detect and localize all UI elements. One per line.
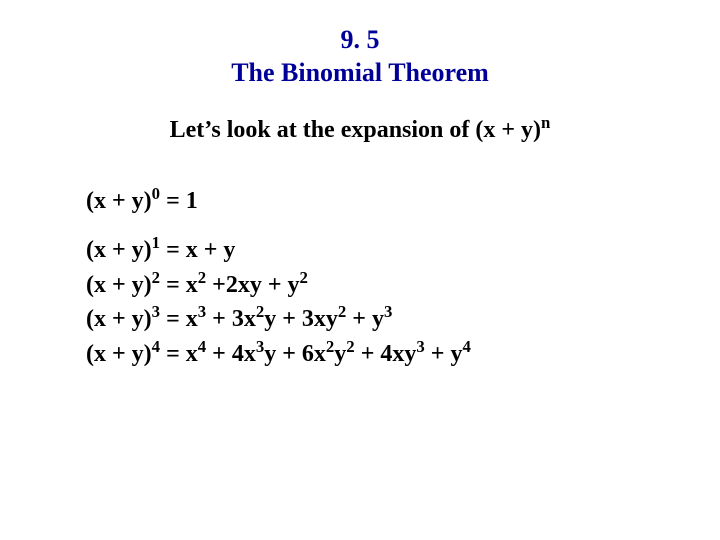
rhs-exp: 3 — [198, 302, 206, 321]
rhs-part: = x — [160, 341, 198, 367]
lhs-base: (x + y) — [86, 237, 152, 263]
rhs-exp: 2 — [256, 302, 264, 321]
slide: 9. 5 The Binomial Theorem Let’s look at … — [0, 0, 720, 540]
rhs-exp: 3 — [256, 337, 264, 356]
rhs-part: y + 6x — [264, 341, 326, 367]
rhs-exp: 4 — [462, 337, 470, 356]
lhs-exp: 2 — [152, 268, 160, 287]
lhs-base: (x + y) — [86, 272, 152, 298]
lhs-base: (x + y) — [86, 188, 152, 214]
lhs-exp: 4 — [152, 337, 160, 356]
rhs-part: y — [334, 341, 346, 367]
rhs: = 1 — [160, 188, 198, 214]
rhs-exp: 2 — [300, 268, 308, 287]
lhs-base: (x + y) — [86, 341, 152, 367]
subtitle-prefix: Let’s look at the expansion of (x + y) — [170, 117, 541, 143]
equation-row: (x + y)0 = 1 — [86, 184, 720, 219]
rhs-exp: 3 — [384, 302, 392, 321]
lhs-exp: 0 — [152, 184, 160, 203]
title-block: 9. 5 The Binomial Theorem — [0, 24, 720, 89]
rhs-part: y + 3xy — [264, 306, 338, 332]
rhs-part: + y — [346, 306, 384, 332]
lhs-exp: 1 — [152, 233, 160, 252]
lhs-base: (x + y) — [86, 306, 152, 332]
equations-block: (x + y)0 = 1 (x + y)1 = x + y (x + y)2 =… — [86, 184, 720, 372]
lhs-exp: 3 — [152, 302, 160, 321]
rhs: = x + y — [160, 237, 235, 263]
equation-row: (x + y)3 = x3 + 3x2y + 3xy2 + y3 — [86, 302, 720, 337]
rhs-part: + y — [425, 341, 463, 367]
equation-row: (x + y)4 = x4 + 4x3y + 6x2y2 + 4xy3 + y4 — [86, 337, 720, 372]
subtitle-exponent: n — [541, 113, 550, 132]
rhs-part: + 4xy — [355, 341, 417, 367]
rhs-part: +2xy + y — [206, 272, 299, 298]
section-number: 9. 5 — [0, 24, 720, 57]
rhs-part: + 3x — [206, 306, 256, 332]
equation-row: (x + y)2 = x2 +2xy + y2 — [86, 268, 720, 303]
rhs-exp: 2 — [198, 268, 206, 287]
rhs-part: + 4x — [206, 341, 256, 367]
rhs-exp: 2 — [346, 337, 354, 356]
rhs-exp: 4 — [198, 337, 206, 356]
rhs-exp: 3 — [416, 337, 424, 356]
rhs-part: = x — [160, 272, 198, 298]
section-title: The Binomial Theorem — [0, 57, 720, 90]
subtitle: Let’s look at the expansion of (x + y)n — [0, 117, 720, 144]
spacer — [86, 219, 720, 233]
rhs-part: = x — [160, 306, 198, 332]
equation-row: (x + y)1 = x + y — [86, 233, 720, 268]
